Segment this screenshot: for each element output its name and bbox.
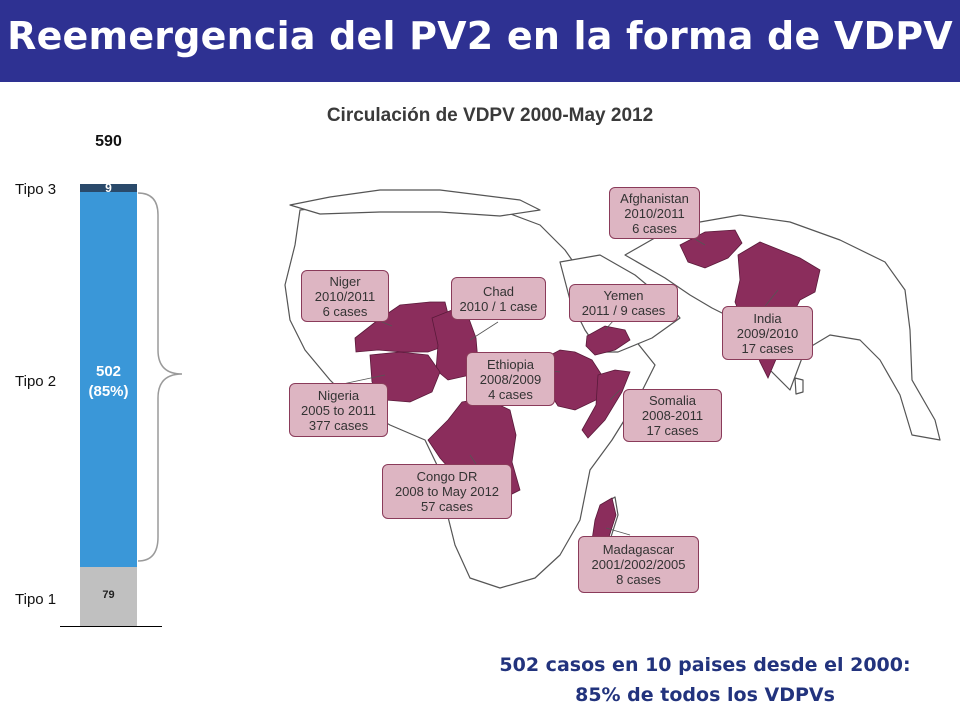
bar-value-tipo3: 9: [105, 181, 112, 195]
leader-madagascar: [605, 527, 631, 536]
bar-segment-tipo3: 9: [80, 181, 137, 195]
map-srilanka-outline: [794, 377, 804, 395]
callout-india: India 2009/2010 17 cases: [722, 306, 813, 360]
callout-chad: Chad 2010 / 1 case: [451, 277, 546, 320]
callout-ethiopia: Ethiopia 2008/2009 4 cases: [466, 352, 555, 406]
title-banner: Reemergencia del PV2 en la forma de VDPV: [0, 0, 960, 82]
page-title: Reemergencia del PV2 en la forma de VDPV: [7, 14, 953, 58]
bar-total-label: 590: [95, 133, 122, 150]
bar-baseline: [60, 626, 162, 627]
bar-segment-tipo2: 502 (85%): [80, 192, 137, 567]
callout-yemen: Yemen 2011 / 9 cases: [569, 284, 678, 322]
brace-icon: [137, 192, 183, 562]
leader-chad: [469, 321, 499, 341]
summary-line-2: 85% de todos los VDPVs: [575, 684, 835, 706]
bar-value-tipo1: 79: [102, 589, 115, 601]
tipo1-label: Tipo 1: [15, 591, 57, 608]
chart-title: Circulación de VDPV 2000-May 2012: [326, 105, 654, 126]
callout-niger: Niger 2010/2011 6 cases: [301, 270, 389, 322]
callout-afghanistan: Afghanistan 2010/2011 6 cases: [609, 187, 700, 239]
tipo2-percent: (85%): [88, 383, 129, 400]
stacked-bar: 9 502 (85%) 79: [80, 181, 137, 626]
callout-congo-dr: Congo DR 2008 to May 2012 57 cases: [382, 464, 512, 519]
map-europe-outline: [289, 189, 541, 217]
tipo2-label: Tipo 2: [15, 373, 57, 390]
leader-somalia: [609, 389, 621, 401]
summary-text: 502 casos en 10 paises desde el 2000: 85…: [440, 650, 960, 710]
map-somalia: [581, 369, 631, 439]
tipo3-label: Tipo 3: [15, 181, 57, 198]
tipo2-count: 502: [95, 363, 122, 380]
callout-madagascar: Madagascar 2001/2002/2005 8 cases: [578, 536, 699, 593]
callout-somalia: Somalia 2008-2011 17 cases: [623, 389, 722, 442]
summary-line-1: 502 casos en 10 paises desde el 2000:: [499, 654, 911, 676]
callout-nigeria: Nigeria 2005 to 2011 377 cases: [289, 383, 388, 437]
bar-value-tipo2: 502 (85%): [80, 362, 137, 402]
bar-segment-tipo1: 79: [80, 567, 137, 626]
